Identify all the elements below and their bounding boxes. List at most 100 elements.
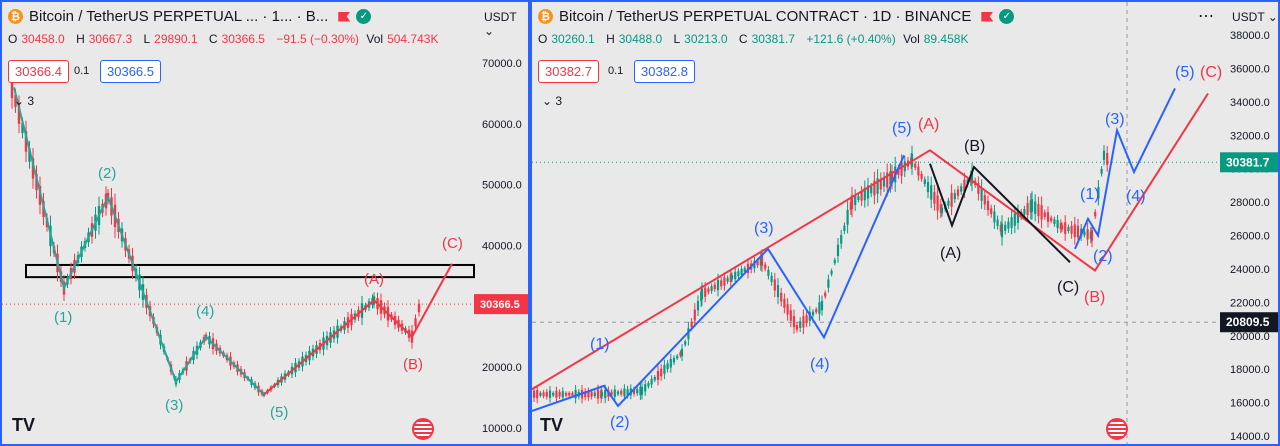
candle xyxy=(21,122,24,134)
buy-price-button[interactable]: 30366.5 xyxy=(100,60,161,83)
candle xyxy=(737,271,740,277)
candle xyxy=(799,321,802,328)
y-tick-label: 60000.0 xyxy=(482,119,522,131)
candle xyxy=(1090,230,1094,241)
candle xyxy=(660,368,663,377)
candle xyxy=(561,391,564,398)
candle xyxy=(889,171,892,185)
candle xyxy=(953,193,956,200)
candle xyxy=(756,260,759,266)
candle xyxy=(930,185,933,200)
y-tick-label: 10000.0 xyxy=(482,423,522,435)
y-tick-label: 24000.0 xyxy=(1230,264,1270,276)
chart-pane-right[interactable]: 38000.036000.034000.032000.030000.028000… xyxy=(530,0,1280,446)
candle xyxy=(1023,209,1026,215)
candle xyxy=(815,309,818,313)
us-flag-icon xyxy=(1106,418,1128,440)
candle xyxy=(704,287,707,297)
y-tick-label: 40000.0 xyxy=(482,241,522,253)
candle xyxy=(24,131,28,152)
y-tick-label: 14000.0 xyxy=(1230,431,1270,443)
blue-wave-label: (3) xyxy=(1105,111,1125,128)
chart-left-canvas[interactable]: 70000.060000.050000.040000.030000.020000… xyxy=(2,2,530,446)
sell-price-button[interactable]: 30382.7 xyxy=(538,60,599,83)
candle xyxy=(882,177,886,187)
candle xyxy=(632,389,636,394)
candle xyxy=(31,158,35,179)
buy-price-button[interactable]: 30382.8 xyxy=(634,60,695,83)
candle xyxy=(613,389,616,397)
bitcoin-icon: ₿ xyxy=(8,9,23,24)
indicators-toggle[interactable]: ⌄ 3 xyxy=(14,94,35,108)
flag-icon[interactable] xyxy=(338,11,351,22)
candle xyxy=(672,357,676,363)
candle xyxy=(914,163,917,168)
candle xyxy=(539,392,542,396)
candle xyxy=(963,179,966,192)
candle xyxy=(990,208,993,215)
black-wave-label: (C) xyxy=(1057,279,1079,296)
candle xyxy=(636,389,639,394)
candle xyxy=(1100,168,1103,174)
candle xyxy=(679,352,682,356)
blue-wave-label: (1) xyxy=(590,336,610,353)
candle xyxy=(596,389,600,399)
wave-label: (3) xyxy=(165,397,183,414)
candle xyxy=(610,391,613,396)
candle xyxy=(956,189,960,196)
wave-label: (5) xyxy=(270,404,288,421)
y-tick-label: 20000.0 xyxy=(1230,331,1270,343)
candle xyxy=(1026,203,1029,216)
wave-label: (B) xyxy=(403,356,423,373)
candle xyxy=(1030,199,1034,212)
candle xyxy=(640,386,644,395)
candle xyxy=(1037,204,1040,217)
candle xyxy=(616,391,620,395)
blue-wave-label: (5) xyxy=(892,120,912,137)
more-options-icon[interactable]: ⋯ xyxy=(1198,8,1215,25)
y-tick-label: 36000.0 xyxy=(1230,63,1270,75)
indicators-toggle[interactable]: ⌄ 3 xyxy=(542,94,563,108)
candle xyxy=(866,185,870,199)
candle xyxy=(687,328,690,340)
candle xyxy=(1089,231,1092,239)
symbol-title[interactable]: Bitcoin / TetherUS PERPETUAL CONTRACT · … xyxy=(559,8,972,25)
candle xyxy=(693,309,696,321)
candle xyxy=(684,341,687,345)
candle xyxy=(1050,217,1053,222)
candle xyxy=(886,172,889,188)
wave-label: (1) xyxy=(54,309,72,326)
candle xyxy=(846,209,849,225)
check-icon: ✓ xyxy=(356,9,372,24)
currency-selector[interactable]: USDT ⌄ xyxy=(1232,10,1278,24)
blue-impulse-line-1 xyxy=(532,154,905,412)
candle xyxy=(1076,225,1080,238)
candle xyxy=(1073,224,1076,238)
candle xyxy=(789,310,792,321)
candle xyxy=(1043,212,1046,218)
candle xyxy=(767,269,770,276)
crosshair-tag: 20809.5 xyxy=(1226,315,1270,329)
candle xyxy=(843,225,846,232)
candle xyxy=(558,392,561,397)
candle xyxy=(743,268,746,273)
price-tag-bg xyxy=(1220,152,1278,173)
candle xyxy=(873,180,876,196)
candle xyxy=(676,355,679,359)
symbol-title[interactable]: Bitcoin / TetherUS PERPETUAL ... · 1... … xyxy=(29,8,329,25)
flag-icon[interactable] xyxy=(981,11,994,22)
chart-pane-left[interactable]: 70000.060000.050000.040000.030000.020000… xyxy=(0,0,530,446)
chart-right-canvas[interactable]: 38000.036000.034000.032000.030000.028000… xyxy=(532,2,1280,446)
currency-selector[interactable]: USDT ⌄ xyxy=(484,10,517,38)
candle xyxy=(764,264,767,269)
candle xyxy=(548,390,552,398)
bitcoin-icon: ₿ xyxy=(538,9,553,24)
candle xyxy=(1102,150,1106,160)
sell-price-button[interactable]: 30366.4 xyxy=(8,60,69,83)
candle xyxy=(571,392,574,396)
crosshair-tag-bg xyxy=(1220,312,1278,333)
candle xyxy=(833,259,836,264)
y-tick-label: 20000.0 xyxy=(482,362,522,374)
candle xyxy=(713,284,716,290)
candle xyxy=(600,392,604,397)
